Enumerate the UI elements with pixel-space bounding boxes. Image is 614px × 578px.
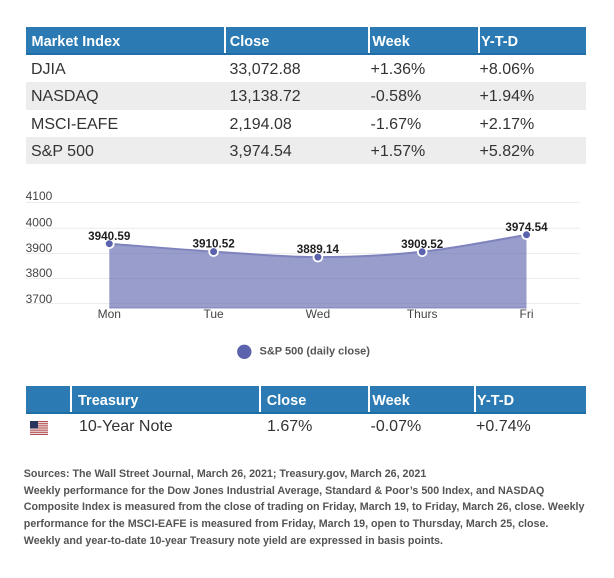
svg-text:3974.54: 3974.54 [505,221,548,234]
svg-text:Wed: Wed [306,307,330,321]
svg-text:Tue: Tue [203,307,224,321]
svg-text:3889.14: 3889.14 [297,243,340,256]
svg-text:3800: 3800 [26,266,53,280]
svg-text:Thurs: Thurs [407,307,438,321]
svg-text:3909.52: 3909.52 [401,238,444,251]
svg-text:3940.59: 3940.59 [88,230,131,243]
svg-text:Mon: Mon [98,307,121,321]
svg-text:3910.52: 3910.52 [192,238,235,251]
svg-text:3900: 3900 [26,241,53,255]
svg-text:S&P 500 (daily close): S&P 500 (daily close) [260,346,371,358]
svg-text:3700: 3700 [26,292,53,306]
svg-text:4000: 4000 [26,216,53,230]
svg-text:Fri: Fri [520,307,534,321]
svg-text:4100: 4100 [26,189,53,203]
